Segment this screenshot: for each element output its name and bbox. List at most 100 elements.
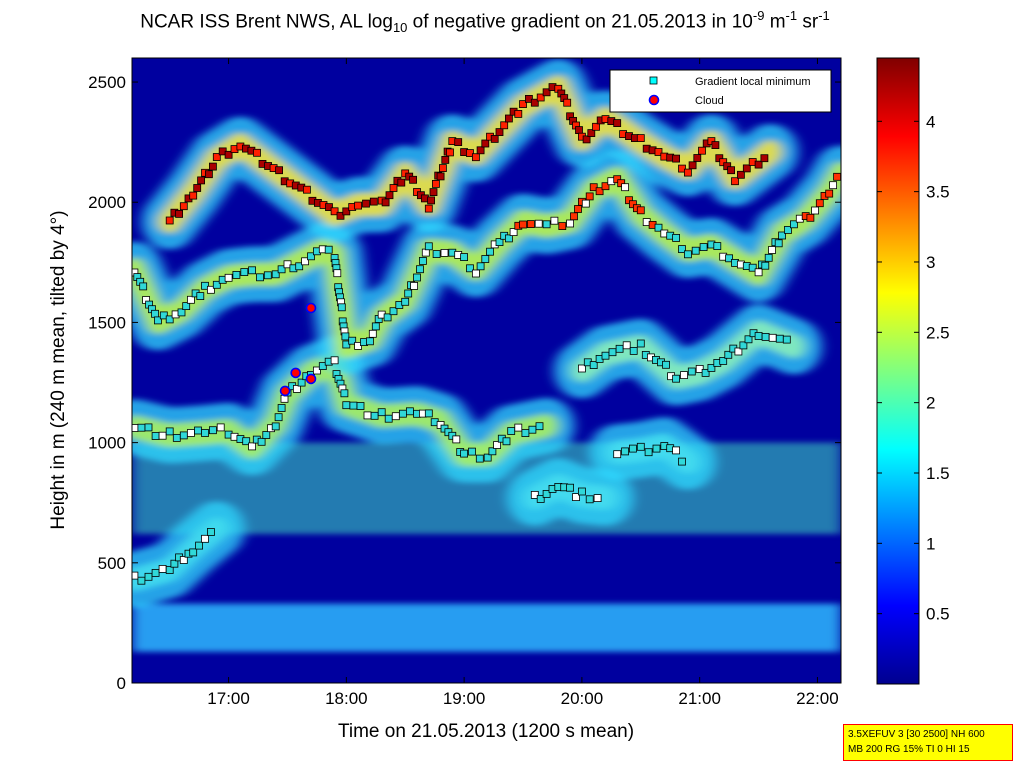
gradient-minimum-marker	[371, 322, 380, 331]
gradient-minimum-marker	[262, 431, 271, 439]
gradient-minimum-marker	[754, 268, 763, 277]
gradient-minimum-marker	[401, 297, 410, 306]
gradient-minimum-marker	[542, 88, 551, 97]
gradient-minimum-marker	[333, 269, 342, 278]
gradient-minimum-marker	[575, 126, 583, 134]
gradient-minimum-marker	[530, 490, 539, 499]
gradient-minimum-marker	[613, 450, 622, 459]
gradient-minimum-marker	[678, 164, 686, 173]
gradient-minimum-marker	[466, 264, 474, 273]
gradient-minimum-marker	[585, 192, 594, 201]
gradient-minimum-marker	[621, 447, 629, 456]
gradient-minimum-marker	[302, 185, 311, 194]
gradient-minimum-marker	[563, 98, 572, 107]
gradient-minimum-marker	[201, 429, 209, 437]
gradient-minimum-marker	[177, 308, 186, 317]
gradient-minimum-marker	[418, 256, 427, 265]
colorbar-tick-label: 1	[926, 534, 935, 553]
gradient-minimum-marker	[662, 360, 670, 369]
x-tick-label: 19:00	[443, 689, 486, 708]
cloud-marker	[305, 302, 317, 314]
gradient-minimum-marker	[413, 273, 421, 282]
gradient-minimum-marker	[608, 348, 617, 357]
x-tick-label: 20:00	[561, 689, 604, 708]
gradient-minimum-marker	[341, 332, 350, 341]
gradient-minimum-marker	[165, 566, 174, 574]
gradient-minimum-marker	[731, 177, 739, 186]
gradient-minimum-marker	[466, 149, 474, 158]
gradient-minimum-marker	[629, 200, 637, 209]
gradient-minimum-marker	[348, 336, 357, 345]
gradient-minimum-marker	[275, 166, 284, 175]
gradient-minimum-marker	[253, 148, 261, 157]
gradient-minimum-marker	[441, 155, 450, 164]
gradient-minimum-marker	[452, 435, 461, 444]
gradient-minimum-marker	[431, 179, 440, 188]
gradient-minimum-marker	[502, 437, 511, 446]
gradient-minimum-marker	[194, 426, 202, 435]
gradient-minimum-marker	[196, 292, 205, 301]
gradient-minimum-marker	[833, 172, 841, 181]
gradient-minimum-marker	[409, 175, 418, 184]
gradient-minimum-marker	[528, 425, 537, 434]
gradient-minimum-marker	[815, 199, 824, 208]
gradient-minimum-marker	[550, 216, 559, 225]
legend: Gradient local minimum Cloud	[609, 69, 832, 113]
gradient-minimum-marker	[589, 183, 598, 192]
gradient-minimum-marker	[739, 341, 748, 350]
gradient-minimum-marker	[636, 339, 645, 348]
gradient-minimum-marker	[365, 337, 374, 346]
gradient-minimum-marker	[274, 413, 283, 422]
gradient-minimum-marker	[754, 332, 763, 340]
gradient-minimum-marker	[336, 211, 345, 220]
colorbar-ticks: 0.5 1 1.5 2 2.5 3 3.5 4	[877, 112, 950, 624]
gradient-minimum-marker	[566, 483, 574, 492]
gradient-minimum-marker	[514, 423, 523, 432]
gradient-minimum-marker	[165, 216, 174, 225]
gradient-minimum-marker	[572, 493, 580, 502]
gradient-minimum-marker	[711, 141, 720, 150]
gradient-minimum-marker	[486, 247, 494, 256]
gradient-minimum-marker	[790, 220, 798, 229]
gradient-minimum-marker	[672, 446, 680, 455]
gradient-minimum-marker	[593, 494, 602, 503]
gradient-minimum-marker	[672, 374, 680, 383]
gradient-minimum-marker	[483, 453, 492, 462]
gradient-minimum-marker	[384, 414, 393, 423]
gradient-minimum-marker	[416, 265, 424, 274]
gradient-minimum-marker	[615, 344, 624, 353]
gradient-minimum-marker	[389, 307, 398, 316]
gradient-minimum-marker	[404, 289, 413, 298]
gradient-minimum-marker	[688, 161, 697, 170]
gradient-minimum-marker	[684, 168, 692, 177]
gradient-minimum-marker	[436, 172, 445, 181]
cloud-marker	[279, 385, 291, 397]
gradient-minimum-marker	[356, 402, 365, 410]
y-axis-label: Height in m (240 m mean, tilted by 4°)	[48, 210, 69, 529]
gradient-minimum-marker	[570, 212, 578, 221]
gradient-minimum-marker	[601, 182, 610, 191]
gradient-minimum-marker	[204, 170, 213, 179]
gradient-minimum-marker	[678, 245, 686, 254]
gradient-minimum-marker	[342, 207, 351, 216]
gradient-minimum-marker	[151, 569, 160, 577]
gradient-minimum-markers	[132, 83, 841, 585]
gradient-minimum-marker	[734, 347, 743, 356]
gradient-minimum-marker	[144, 572, 153, 581]
gradient-minimum-marker	[432, 250, 441, 259]
gradient-minimum-marker	[292, 384, 301, 393]
gradient-minimum-marker	[197, 176, 206, 185]
gradient-minimum-marker	[481, 139, 490, 148]
gradient-minimum-marker	[170, 559, 179, 568]
gradient-minimum-marker	[271, 422, 280, 431]
gradient-minimum-marker	[629, 444, 637, 453]
gradient-minimum-marker	[201, 534, 209, 543]
gradient-minimum-marker	[295, 262, 304, 271]
gradient-minimum-marker	[507, 427, 516, 435]
gradient-minimum-marker	[182, 302, 191, 311]
gradient-minimum-marker	[362, 199, 370, 208]
gradient-minimum-marker	[535, 422, 544, 431]
gradient-minimum-marker	[201, 281, 209, 290]
gradient-minimum-marker	[179, 202, 188, 211]
gradient-minimum-marker	[383, 313, 392, 322]
